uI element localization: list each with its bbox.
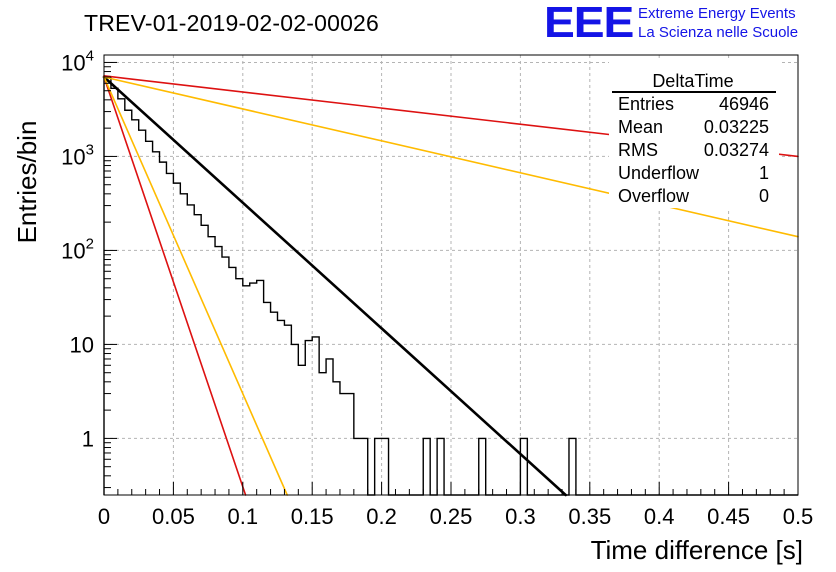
logo-line-1: Extreme Energy Events: [638, 5, 796, 22]
x-tick-label: 0.25: [430, 504, 473, 529]
fit-line-0: [102, 75, 567, 497]
stats-label: Overflow: [618, 186, 690, 206]
y-axis-title: Entries/bin: [12, 121, 42, 244]
x-tick-label: 0.05: [152, 504, 195, 529]
logo-mark: EEE: [544, 0, 634, 47]
fit-line-4: [103, 76, 289, 496]
stats-label: Underflow: [618, 163, 700, 183]
x-tick-labels: 0 0.05 0.1 0.15 0.2 0.25 0.3 0.35 0.4 0.45 0.5: [98, 504, 813, 529]
x-tick-label: 0.1: [228, 504, 259, 529]
y-tick-label: 10: [70, 332, 94, 357]
stats-label: Entries: [618, 94, 674, 114]
x-tick-label: 0.35: [568, 504, 611, 529]
stats-label: Mean: [618, 117, 663, 137]
x-tick-label: 0.2: [366, 504, 397, 529]
y-tick-label: 1: [82, 426, 94, 451]
x-tick-label: 0.15: [291, 504, 334, 529]
chart-title: TREV-01-2019-02-02-00026: [84, 10, 380, 36]
y-tick-labels: 1 10 102 103 104: [61, 47, 94, 451]
eee-logo: EEE Extreme Energy Events La Scienza nel…: [540, 0, 836, 47]
grid: [104, 55, 798, 495]
axis-ticks: [103, 61, 799, 495]
y-tick-label: 103: [61, 141, 94, 169]
x-axis-title: Time difference [s]: [591, 535, 803, 565]
x-tick-label: 0.5: [783, 504, 814, 529]
fit-line-3: [103, 76, 247, 496]
stats-value: 0.03274: [704, 140, 769, 160]
x-tick-label: 0: [98, 504, 110, 529]
fit-line-2: [103, 76, 799, 238]
x-tick-label: 0.3: [505, 504, 536, 529]
stats-value: 0.03225: [704, 117, 769, 137]
x-tick-label: 0.45: [707, 504, 750, 529]
logo-line-2: La Scienza nelle Scuole: [638, 24, 799, 41]
stats-box: DeltaTime Entries 46946 Mean 0.03225 RMS 0.03…: [609, 60, 779, 208]
x-tick-label: 0.4: [644, 504, 675, 529]
stats-value: 1: [759, 163, 769, 183]
y-tick-label: 102: [61, 235, 94, 263]
stats-label: RMS: [618, 140, 658, 160]
stats-value: 0: [759, 186, 769, 206]
stats-title: DeltaTime: [652, 71, 733, 91]
y-tick-label: 104: [61, 47, 94, 75]
stats-value: 46946: [719, 94, 769, 114]
